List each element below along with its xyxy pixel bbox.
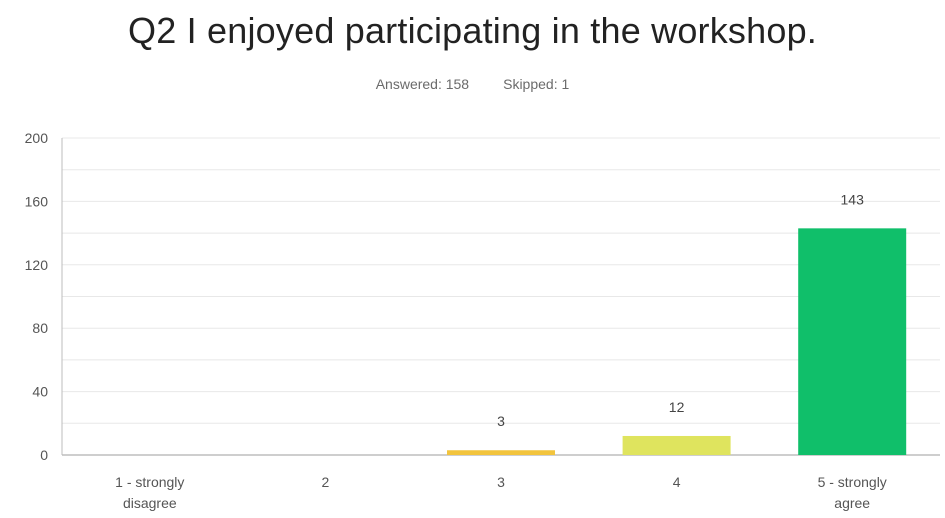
x-tick-label: 2 — [322, 474, 330, 490]
skipped-count: Skipped: 1 — [503, 76, 570, 92]
x-tick-label-line: 2 — [322, 474, 330, 490]
bar — [447, 450, 555, 455]
x-tick-label: 4 — [673, 474, 681, 490]
x-tick-label: 5 - strongly agree — [818, 474, 887, 511]
gridlines — [62, 137, 940, 424]
data-label: 143 — [841, 191, 865, 207]
chart-title: Q2 I enjoyed participating in the worksh… — [128, 10, 817, 51]
bar — [798, 228, 907, 455]
data-label: 12 — [669, 399, 685, 415]
data-label: 3 — [497, 413, 505, 429]
y-tick-label: 120 — [25, 257, 49, 273]
x-tick-label: 3 — [497, 474, 505, 490]
y-tick-label: 40 — [32, 384, 48, 400]
x-tick-label-line: 5 - strongly — [818, 474, 887, 490]
answered-count: Answered: 158 — [375, 76, 470, 92]
x-tick-label-line: 4 — [673, 474, 681, 490]
bar — [622, 435, 731, 455]
y-tick-label: 160 — [25, 193, 49, 209]
x-tick-label-line: disagree — [123, 495, 177, 511]
response-stats: Answered: 158 Skipped: 1 — [0, 76, 945, 92]
bars — [447, 228, 907, 455]
y-tick-label: 200 — [25, 130, 49, 146]
y-tick-label: 0 — [40, 447, 48, 463]
x-tick-label: 1 - strongly disagree — [115, 474, 184, 511]
x-tick-label-line: agree — [834, 495, 870, 511]
y-tick-label: 80 — [32, 320, 48, 336]
x-tick-label-line: 3 — [497, 474, 505, 490]
labels: 0 40 80 120 160 200 1 - strongly disagree 2 3 3 12 4… — [25, 130, 887, 511]
x-tick-label-line: 1 - strongly — [115, 474, 184, 490]
